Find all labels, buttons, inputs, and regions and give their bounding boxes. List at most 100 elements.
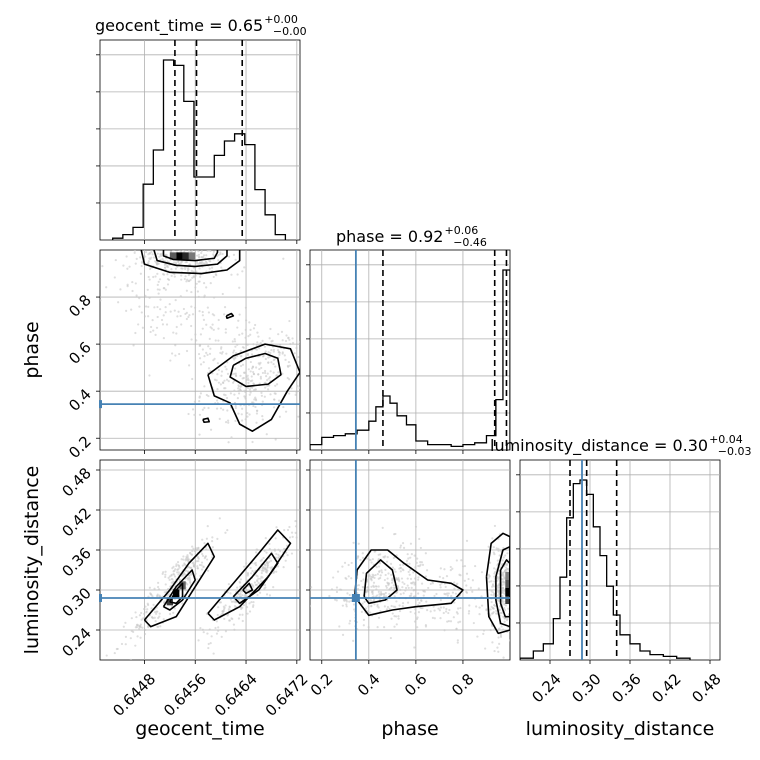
- y-axis-label-luminosity-distance: luminosity_distance: [21, 466, 43, 655]
- sample-point: [513, 617, 515, 619]
- sample-point: [417, 592, 420, 595]
- sample-point: [310, 604, 312, 608]
- sample-point: [250, 572, 253, 575]
- sample-point: [149, 330, 152, 334]
- sample-point: [451, 591, 455, 594]
- sample-point: [177, 564, 181, 568]
- panel-hist-luminosity-distance: [519, 459, 721, 661]
- sample-point: [418, 537, 421, 541]
- sample-point: [208, 267, 211, 270]
- sample-point: [188, 313, 191, 317]
- sample-point: [410, 553, 413, 556]
- sample-point: [380, 569, 383, 572]
- sample-point: [263, 371, 267, 375]
- density-cell: [173, 589, 180, 598]
- sample-point: [188, 263, 191, 266]
- sample-point: [193, 413, 196, 416]
- sample-point: [303, 330, 305, 332]
- sample-point: [370, 561, 373, 564]
- sample-point: [170, 274, 173, 277]
- sample-point: [413, 577, 417, 580]
- sample-point: [188, 241, 190, 243]
- sample-point: [226, 529, 229, 532]
- sample-point: [145, 611, 148, 614]
- sample-point: [164, 573, 167, 576]
- sample-point: [140, 611, 143, 615]
- sample-point: [369, 611, 372, 614]
- sample-point: [183, 232, 185, 234]
- sample-point: [512, 575, 514, 577]
- sample-point: [502, 556, 505, 559]
- sample-point: [279, 550, 282, 553]
- sample-point: [419, 606, 423, 610]
- sample-point: [186, 555, 189, 558]
- sample-point: [419, 561, 422, 564]
- sample-point: [264, 381, 267, 384]
- sample-point: [134, 331, 137, 335]
- title-luminosity-distance-upper: +0.04: [709, 433, 743, 446]
- sample-point: [384, 591, 387, 595]
- sample-point: [286, 376, 289, 380]
- sample-point: [279, 344, 282, 347]
- sample-point: [65, 286, 67, 288]
- sample-point: [202, 282, 206, 285]
- sample-point: [200, 251, 203, 255]
- sample-point: [162, 235, 164, 237]
- sample-point: [402, 563, 405, 566]
- sample-point: [220, 266, 223, 269]
- sample-point: [198, 433, 201, 436]
- sample-point: [335, 586, 339, 589]
- sample-point: [187, 566, 191, 569]
- sample-point: [245, 562, 248, 565]
- sample-point: [148, 257, 151, 260]
- sample-point: [268, 376, 272, 379]
- sample-point: [402, 592, 405, 595]
- sample-point: [241, 613, 244, 616]
- sample-point: [401, 568, 404, 571]
- sample-point: [370, 605, 373, 608]
- sample-point: [201, 348, 204, 351]
- sample-point: [372, 574, 375, 577]
- sample-point: [510, 563, 512, 565]
- sample-point: [356, 591, 359, 595]
- sample-point: [68, 330, 70, 332]
- sample-point: [236, 273, 239, 276]
- title-geocent-time: geocent_time = 0.65+0.00 −0.00: [95, 13, 307, 38]
- sample-point: [180, 558, 183, 561]
- sample-point: [498, 627, 501, 630]
- sample-point: [492, 607, 495, 610]
- sample-point: [497, 547, 500, 550]
- sample-point: [367, 626, 370, 629]
- sample-point: [188, 364, 191, 367]
- sample-point: [207, 642, 210, 646]
- sample-point: [169, 236, 171, 238]
- sample-point: [143, 315, 147, 318]
- sample-point: [156, 288, 159, 291]
- sample-point: [130, 308, 133, 311]
- sample-point: [272, 350, 275, 353]
- sample-point: [242, 604, 245, 607]
- sample-point: [199, 626, 202, 630]
- sample-point: [196, 578, 199, 581]
- sample-point: [207, 367, 211, 370]
- sample-point: [392, 556, 395, 560]
- sample-point: [186, 269, 189, 272]
- sample-point: [237, 617, 241, 620]
- sample-point: [401, 604, 404, 608]
- sample-point: [412, 588, 416, 591]
- sample-point: [488, 574, 491, 578]
- sample-point: [180, 250, 183, 253]
- sample-point: [134, 611, 137, 614]
- sample-point: [503, 620, 506, 623]
- sample-point: [370, 585, 373, 588]
- sample-point: [376, 603, 379, 606]
- sample-point: [503, 607, 506, 610]
- sample-point: [413, 595, 416, 598]
- sample-point: [495, 547, 498, 550]
- sample-point: [211, 536, 214, 539]
- sample-point: [258, 347, 261, 350]
- sample-point: [379, 576, 382, 580]
- sample-point: [424, 575, 428, 578]
- sample-point: [501, 599, 504, 602]
- sample-point: [265, 561, 268, 565]
